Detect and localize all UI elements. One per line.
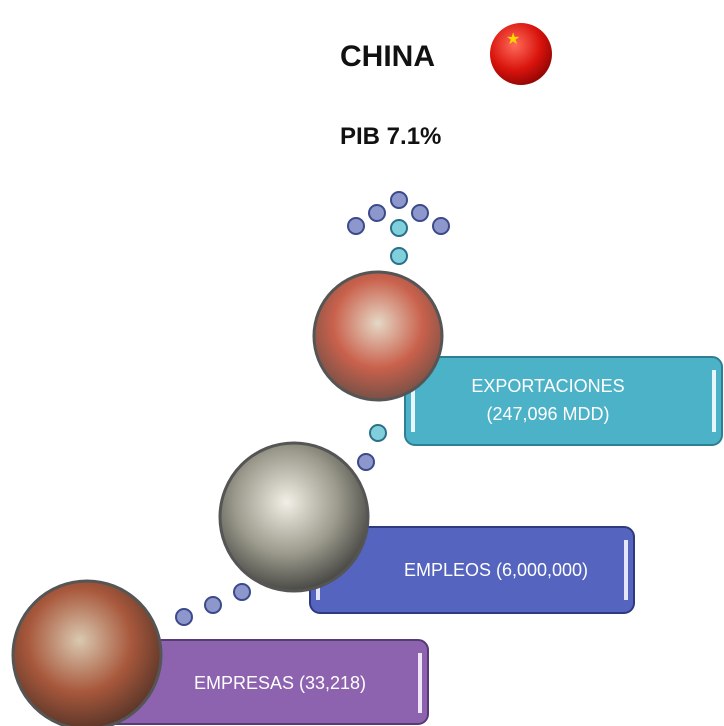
- flag: [490, 23, 552, 85]
- step-label: EMPRESAS (33,218): [194, 673, 366, 693]
- step-label: EMPLEOS (6,000,000): [404, 560, 588, 580]
- title: CHINA: [340, 40, 435, 73]
- arrow-dots: [175, 191, 450, 626]
- step-companies: EMPRESAS (33,218): [11, 579, 429, 726]
- step-jobs: EMPLEOS (6,000,000): [218, 441, 635, 614]
- step-label: EXPORTACIONES: [471, 376, 624, 396]
- step-label: (247,096 MDD): [486, 404, 609, 424]
- step-exports: EXPORTACIONES (247,096 MDD): [312, 270, 723, 446]
- flag-star: ★: [506, 31, 520, 48]
- subtitle: PIB 7.1%: [340, 123, 441, 150]
